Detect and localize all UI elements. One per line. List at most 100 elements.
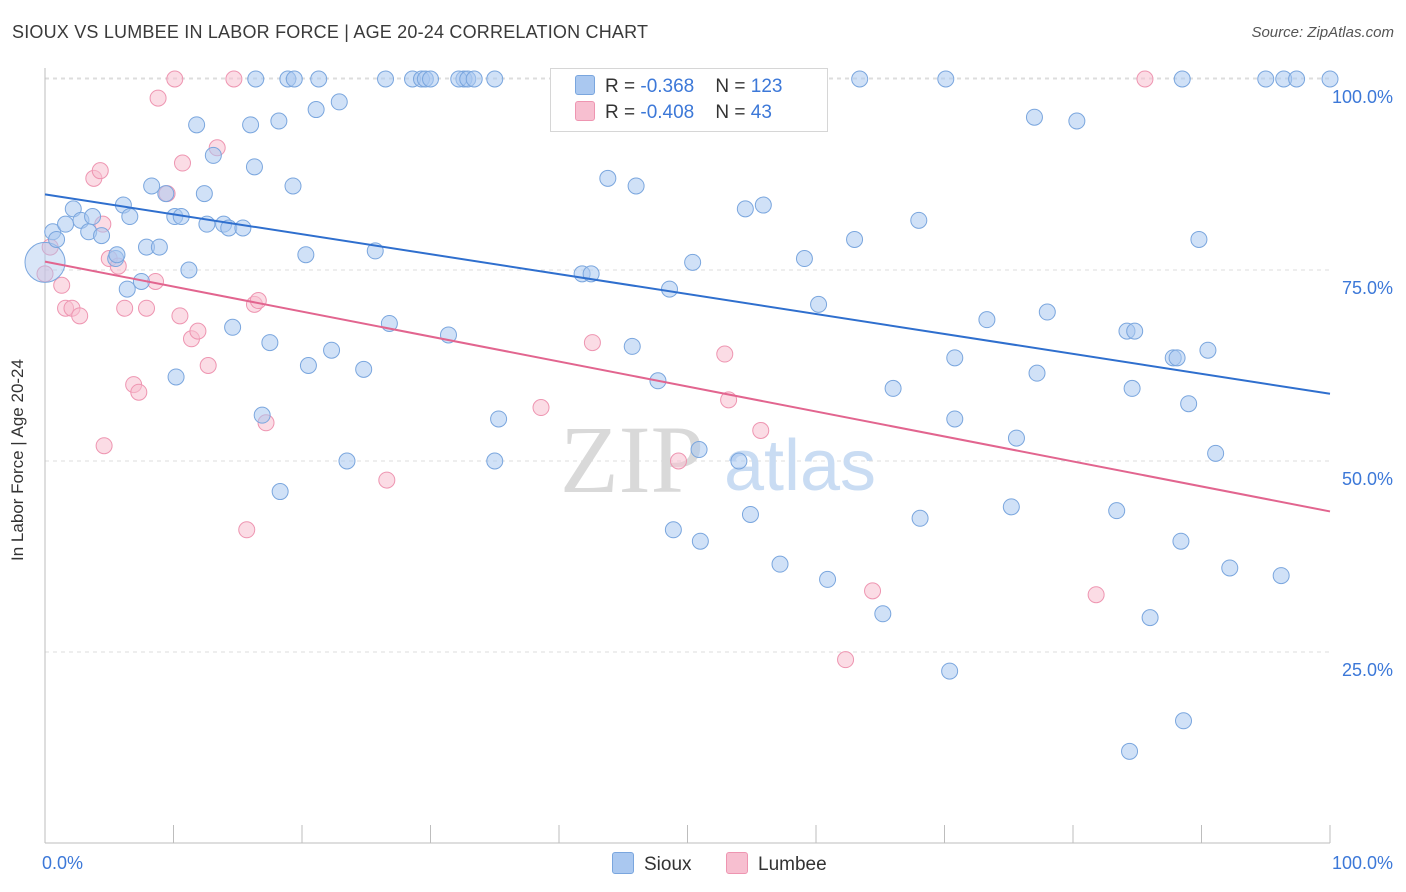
sioux-point xyxy=(1007,429,1025,447)
lumbee-point xyxy=(116,299,134,317)
sioux-point xyxy=(323,341,341,359)
watermark-atlas: atlas xyxy=(724,426,876,506)
sioux-point xyxy=(754,196,772,214)
sioux-point xyxy=(1038,303,1056,321)
lumbee-point xyxy=(130,383,148,401)
sioux-legend-swatch xyxy=(612,852,634,874)
sioux-point xyxy=(180,261,198,279)
lumbee-point xyxy=(71,307,89,325)
sioux-point xyxy=(284,177,302,195)
sioux-point xyxy=(118,280,136,298)
sioux-point xyxy=(684,253,702,271)
sioux-point xyxy=(661,280,679,298)
lumbee-point xyxy=(189,322,207,340)
sioux-point xyxy=(330,93,348,111)
sioux-point xyxy=(299,357,317,374)
sioux-point xyxy=(143,177,161,195)
sioux-point xyxy=(599,169,617,187)
sioux-point xyxy=(486,452,504,470)
legend-item-lumbee: Lumbee xyxy=(726,852,827,876)
lumbee-point xyxy=(95,437,113,455)
sioux-point xyxy=(355,360,373,378)
lumbee-point xyxy=(138,299,156,317)
sioux-point xyxy=(486,70,504,88)
lumbee-point xyxy=(199,357,217,374)
sioux-point xyxy=(1221,559,1239,577)
chart-title: SIOUX VS LUMBEE IN LABOR FORCE | AGE 20-… xyxy=(12,22,649,42)
sioux-trend-line xyxy=(44,193,1331,395)
lumbee-point xyxy=(149,89,167,107)
lumbee-point xyxy=(91,162,109,180)
lumbee-r-label: R = xyxy=(605,102,641,123)
sioux-point xyxy=(978,311,996,329)
sioux-point xyxy=(946,349,964,367)
lumbee-point xyxy=(532,399,550,417)
sioux-point xyxy=(1180,395,1198,413)
sioux-point xyxy=(338,452,356,470)
sioux-point xyxy=(204,146,222,164)
sioux-point xyxy=(195,185,213,203)
sioux-point xyxy=(910,211,928,229)
sioux-point xyxy=(57,215,75,233)
sioux-point xyxy=(627,177,645,195)
x-tick-label-100: 100.0% xyxy=(1332,853,1393,873)
source-label: Source: ZipAtlas.com xyxy=(1251,24,1394,41)
sioux-points xyxy=(24,70,1339,760)
sioux-point xyxy=(851,70,869,88)
sioux-point xyxy=(810,295,828,313)
sioux-point xyxy=(93,227,111,245)
lumbee-point xyxy=(238,521,256,539)
lumbee-point xyxy=(36,265,54,283)
sioux-point xyxy=(297,246,315,264)
sioux-point xyxy=(771,555,789,573)
sioux-point xyxy=(941,662,959,680)
sioux-point xyxy=(377,70,395,88)
lumbee-n-label: N = xyxy=(715,102,751,123)
lumbee-points xyxy=(36,70,1154,669)
sioux-point xyxy=(157,185,175,203)
sioux-point xyxy=(1141,609,1159,627)
lumbee-point xyxy=(1087,586,1105,604)
sioux-legend-label: Sioux xyxy=(644,854,692,875)
lumbee-point xyxy=(378,471,396,489)
sioux-r-label: R = xyxy=(605,76,641,97)
lumbee-point xyxy=(864,582,882,600)
sioux-point xyxy=(1028,364,1046,382)
grid-lines xyxy=(45,77,1330,653)
y-tick-label-50: 50.0% xyxy=(1342,469,1393,489)
correlation-legend: R = -0.368 N = 123 R = -0.408 N = 43 xyxy=(550,68,828,132)
sioux-n-label: N = xyxy=(715,76,751,97)
sioux-point xyxy=(1175,712,1193,730)
sioux-point xyxy=(1025,108,1043,126)
lumbee-legend-label: Lumbee xyxy=(758,854,827,875)
sioux-point xyxy=(690,441,708,459)
sioux-point xyxy=(261,334,279,352)
sioux-point xyxy=(730,452,748,470)
lumbee-point xyxy=(752,421,770,439)
y-tick-label-100: 100.0% xyxy=(1332,87,1393,107)
lumbee-legend-swatch xyxy=(726,852,748,874)
trend-lines xyxy=(44,193,1331,513)
sioux-swatch xyxy=(575,75,595,95)
lumbee-swatch xyxy=(575,101,595,121)
lumbee-r-value: -0.408 xyxy=(640,102,695,123)
sioux-point xyxy=(736,200,754,218)
sioux-point xyxy=(121,208,139,226)
sioux-point xyxy=(1257,70,1275,88)
sioux-point xyxy=(1272,567,1290,585)
sioux-point xyxy=(271,483,289,501)
sioux-point xyxy=(664,521,682,539)
sioux-point xyxy=(242,116,260,134)
sioux-point xyxy=(247,70,265,88)
sioux-point xyxy=(937,70,955,88)
lumbee-point xyxy=(173,154,191,172)
sioux-point xyxy=(1207,444,1225,462)
sioux-point xyxy=(108,246,126,264)
sioux-point xyxy=(150,238,168,256)
sioux-point xyxy=(465,70,483,88)
lumbee-point xyxy=(53,276,71,294)
lumbee-point xyxy=(583,334,601,352)
sioux-point xyxy=(884,379,902,397)
axes xyxy=(44,68,1331,844)
